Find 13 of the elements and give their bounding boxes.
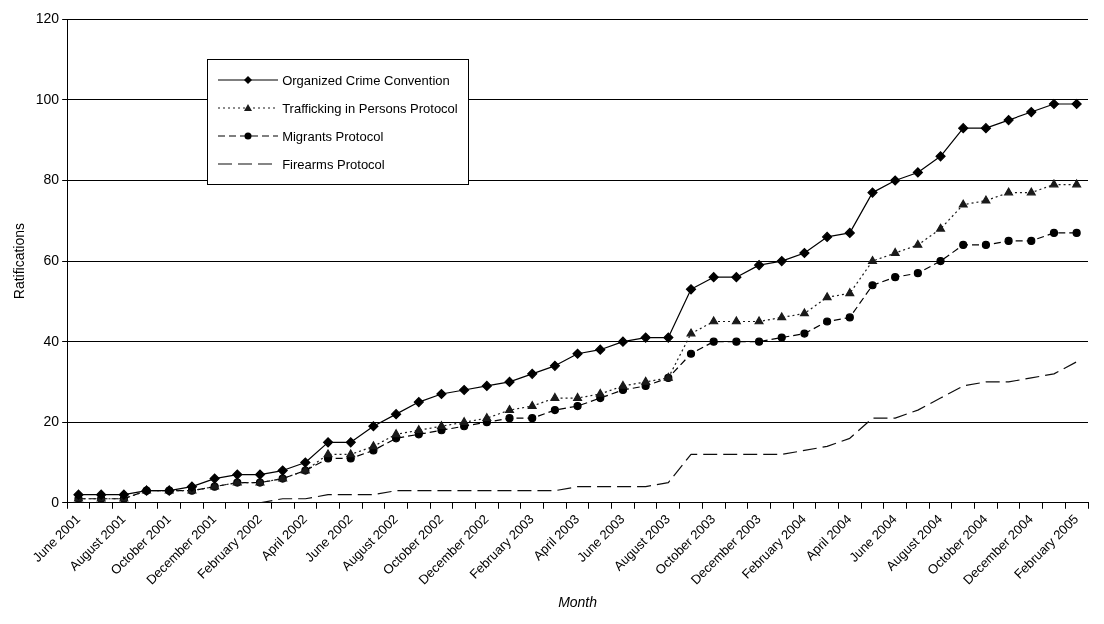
legend-label: Migrants Protocol [282, 128, 384, 144]
y-tick-label: 100 [35, 90, 60, 107]
y-tick-label: 80 [43, 171, 60, 188]
y-tick-label: 40 [43, 332, 60, 349]
y-tick-label: 20 [43, 413, 60, 430]
y-tick-label: 0 [51, 493, 60, 510]
x-axis-title: Month [558, 594, 598, 611]
y-axis-title: Ratifications [11, 222, 28, 300]
y-tick-label: 60 [43, 251, 60, 268]
y-tick-label: 120 [35, 10, 60, 27]
legend-label: Trafficking in Persons Protocol [282, 100, 458, 116]
legend-label: Organized Crime Convention [282, 72, 450, 88]
legend-label: Firearms Protocol [282, 156, 385, 172]
